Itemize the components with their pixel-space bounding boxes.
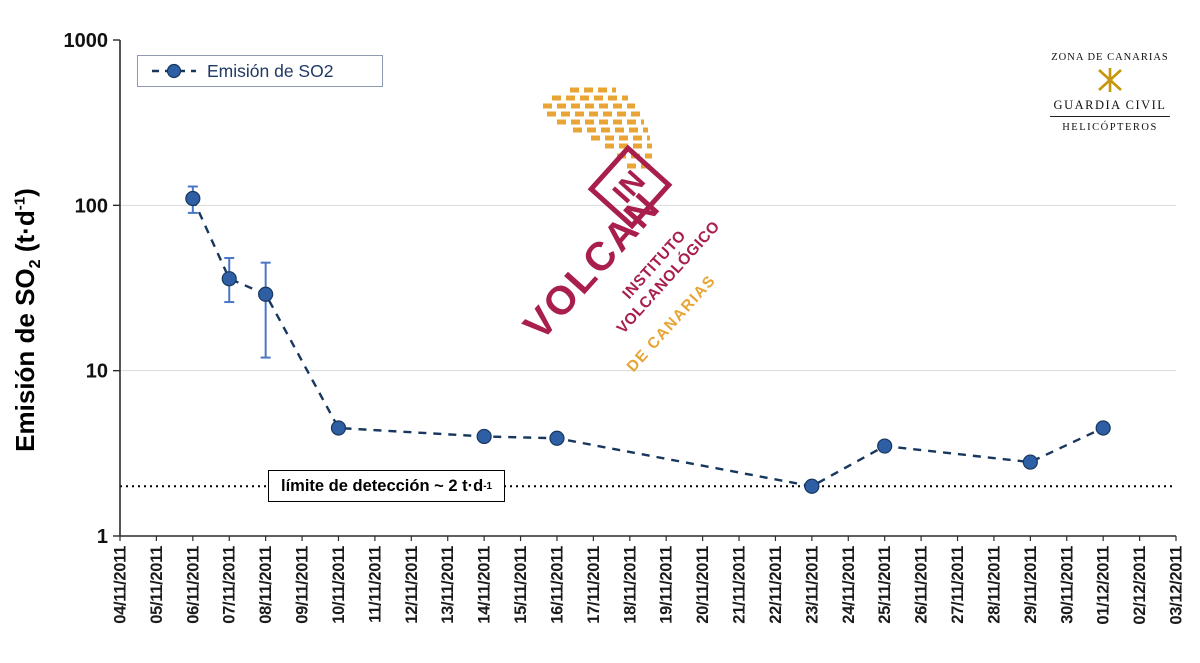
data-point-marker — [330, 420, 347, 436]
data-point-marker — [1095, 420, 1111, 436]
x-tick-label: 14/11/2011 — [476, 546, 494, 624]
x-tick-label: 19/11/2011 — [658, 546, 676, 624]
y-tick-label: 1000 — [64, 30, 109, 52]
x-tick-label: 23/11/2011 — [803, 546, 821, 624]
x-tick-label: 29/11/2011 — [1022, 546, 1040, 624]
x-tick-label: 24/11/2011 — [840, 546, 858, 624]
y-tick-label: 10 — [86, 361, 108, 383]
detection-limit-text: límite de detección ~ 2 t·d — [281, 476, 484, 495]
x-tick-label: 05/11/2011 — [148, 546, 166, 624]
x-tick-label: 16/11/2011 — [548, 546, 566, 624]
x-tick-label: 15/11/2011 — [512, 546, 530, 624]
x-tick-label: 09/11/2011 — [294, 546, 312, 624]
data-point-marker — [549, 430, 565, 446]
x-tick-label: 27/11/2011 — [949, 546, 967, 624]
badge-emblem — [1035, 66, 1185, 94]
badge-helicopteros-label: HELICÓPTEROS — [1062, 122, 1158, 133]
y-axis-title: Emisión de SO2 (t·d-1) — [10, 160, 46, 480]
x-tick-label: 10/11/2011 — [330, 546, 348, 624]
guardia-civil-emblem-icon — [1098, 68, 1122, 92]
x-tick-label: 08/11/2011 — [257, 546, 275, 624]
x-tick-label: 22/11/2011 — [767, 546, 785, 624]
data-point-marker — [804, 478, 820, 494]
badge-guardia-civil-label: GUARDIA CIVIL — [1049, 98, 1171, 117]
detection-limit-sup: -1 — [483, 480, 492, 492]
y-axis-title-mid: (t·d — [10, 210, 40, 260]
data-point-marker — [258, 286, 274, 302]
data-point-marker — [221, 271, 237, 287]
y-tick-label: 1 — [97, 526, 108, 548]
badge-zona-label: ZONA DE CANARIAS — [1051, 52, 1169, 63]
y-axis-title-text: Emisión de SO — [10, 268, 40, 452]
y-axis-title-sub: 2 — [26, 259, 45, 269]
x-tick-label: 02/12/2011 — [1131, 546, 1149, 625]
x-tick-label: 01/12/2011 — [1095, 546, 1113, 625]
x-tick-label: 26/11/2011 — [913, 546, 931, 624]
x-tick-label: 25/11/2011 — [876, 546, 894, 624]
guardia-civil-badge: ZONA DE CANARIAS GUARDIA CIVIL HELICÓPTE… — [1035, 52, 1185, 133]
x-tick-label: 20/11/2011 — [694, 546, 712, 624]
involcan-logo-dashes-icon — [543, 87, 652, 169]
data-point-marker — [185, 190, 201, 207]
x-tick-label: 21/11/2011 — [731, 546, 749, 624]
x-tick-label: 11/11/2011 — [366, 546, 384, 623]
series-line — [191, 197, 1104, 488]
data-point-marker — [476, 428, 492, 445]
x-tick-label: 18/11/2011 — [621, 546, 639, 624]
y-axis-title-post: ) — [10, 188, 40, 197]
detection-limit-label: límite de detección ~ 2 t·d -1 — [268, 470, 505, 503]
x-tick-label: 03/12/2011 — [1168, 546, 1186, 625]
legend-label: Emisión de SO2 — [207, 60, 334, 81]
x-tick-label: 17/11/2011 — [585, 546, 603, 624]
data-point-marker — [1022, 454, 1038, 470]
x-tick-label: 28/11/2011 — [985, 546, 1003, 624]
x-tick-label: 13/11/2011 — [439, 546, 457, 624]
x-tick-label: 07/11/2011 — [221, 546, 239, 624]
x-tick-label: 30/11/2011 — [1058, 546, 1076, 624]
y-tick-label: 100 — [75, 195, 108, 217]
legend: Emisión de SO2 — [137, 55, 383, 87]
legend-marker-icon — [152, 63, 196, 79]
x-tick-label: 06/11/2011 — [184, 546, 202, 624]
x-tick-label: 12/11/2011 — [403, 546, 421, 624]
data-point-marker — [877, 438, 893, 454]
x-tick-label: 04/11/2011 — [112, 546, 130, 624]
y-axis-title-sup: -1 — [11, 196, 29, 211]
